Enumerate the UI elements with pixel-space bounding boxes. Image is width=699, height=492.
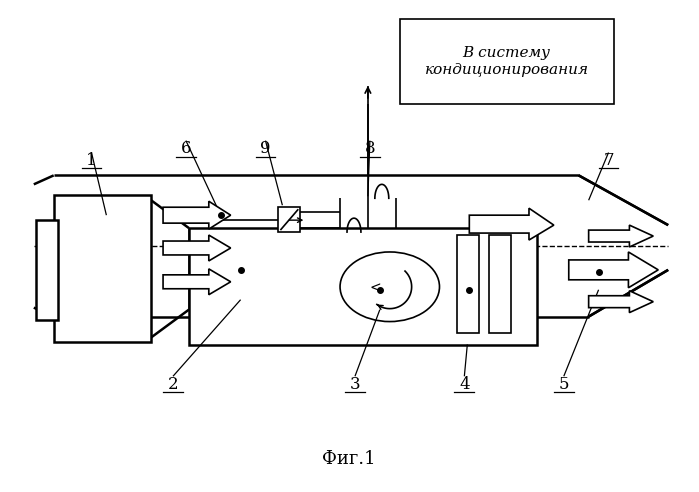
Bar: [457, 235, 480, 333]
Polygon shape: [469, 208, 554, 240]
Bar: [400, 19, 614, 104]
Text: 4: 4: [459, 376, 470, 393]
Polygon shape: [569, 252, 658, 288]
Bar: [54, 195, 151, 342]
Text: В систему
кондиционирования: В систему кондиционирования: [424, 46, 589, 77]
Polygon shape: [163, 269, 231, 295]
Text: 3: 3: [350, 376, 360, 393]
Text: 2: 2: [168, 376, 178, 393]
Text: 9: 9: [260, 140, 271, 157]
Text: 8: 8: [365, 140, 375, 157]
Bar: [278, 207, 301, 232]
Text: 6: 6: [180, 140, 192, 157]
Text: 7: 7: [603, 152, 614, 169]
Text: Фиг.1: Фиг.1: [322, 450, 376, 468]
Bar: [189, 228, 537, 345]
Polygon shape: [589, 291, 654, 312]
Bar: [489, 235, 511, 333]
Polygon shape: [163, 201, 231, 229]
Text: 5: 5: [559, 376, 569, 393]
Polygon shape: [163, 235, 231, 261]
Bar: [36, 220, 57, 320]
Polygon shape: [589, 225, 654, 247]
Text: 1: 1: [86, 152, 96, 169]
Text: <: <: [369, 282, 381, 296]
